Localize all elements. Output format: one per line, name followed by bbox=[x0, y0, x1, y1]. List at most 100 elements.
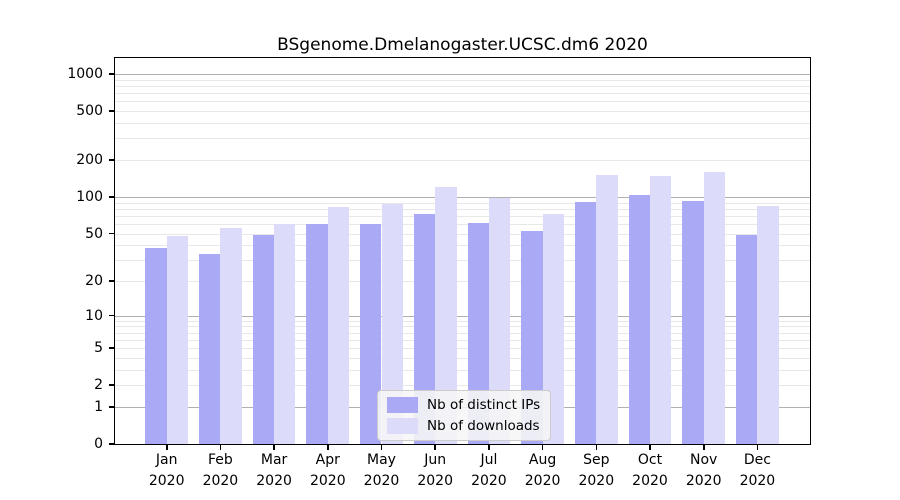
bar-distinct-ips-may bbox=[360, 223, 382, 444]
bar-downloads-aug bbox=[542, 214, 564, 444]
gridline-minor bbox=[115, 86, 810, 87]
y-axis-tick bbox=[109, 73, 115, 75]
x-axis-tick-label: Jan 2020 bbox=[135, 450, 199, 492]
month-label: Mar bbox=[260, 452, 288, 468]
bar-distinct-ips-jul bbox=[467, 223, 489, 444]
y-axis-tick-label: 500 bbox=[76, 103, 103, 120]
y-axis-tick bbox=[109, 443, 115, 445]
bar-distinct-ips-dec bbox=[736, 234, 758, 444]
year-label: 2020 bbox=[739, 473, 776, 489]
bar-downloads-jan bbox=[166, 235, 189, 444]
month-label: Feb bbox=[207, 452, 233, 468]
bar-distinct-ips-oct bbox=[628, 195, 650, 444]
bar-downloads-may bbox=[381, 204, 403, 444]
gridline-minor bbox=[115, 215, 810, 217]
gridline-major bbox=[115, 196, 810, 198]
year-label: 2020 bbox=[578, 473, 615, 489]
year-label: 2020 bbox=[417, 473, 453, 489]
y-axis-tick-label: 1000 bbox=[67, 66, 103, 82]
x-axis-tick-label: Dec 2020 bbox=[725, 450, 789, 492]
year-label: 2020 bbox=[471, 473, 507, 489]
x-axis-tick-label: May 2020 bbox=[350, 450, 414, 492]
y-axis-tick bbox=[109, 159, 115, 161]
bar-distinct-ips-feb bbox=[199, 253, 221, 444]
bar-downloads-apr bbox=[327, 207, 350, 444]
y-axis-tick-label: 2 bbox=[94, 377, 103, 394]
x-axis-tick-label: Feb 2020 bbox=[188, 450, 252, 492]
x-axis-tick-label: Jun 2020 bbox=[403, 450, 467, 492]
x-axis-tick bbox=[756, 444, 759, 450]
legend: Nb of distinct IPs Nb of downloads bbox=[377, 390, 552, 441]
y-axis-tick bbox=[109, 110, 115, 112]
month-label: May bbox=[367, 452, 396, 468]
gridline-minor bbox=[115, 332, 810, 334]
bar-downloads-jun bbox=[435, 187, 457, 444]
gridline-minor bbox=[115, 93, 810, 95]
month-label: Apr bbox=[315, 452, 340, 468]
x-axis-tick-label: Apr 2020 bbox=[296, 450, 360, 492]
legend-label-downloads: Nb of downloads bbox=[427, 418, 540, 434]
year-label: 2020 bbox=[256, 473, 292, 489]
bar-downloads-nov bbox=[703, 171, 726, 444]
gridline-minor bbox=[115, 369, 810, 371]
year-label: 2020 bbox=[363, 473, 400, 489]
gridline-minor bbox=[115, 138, 810, 140]
y-axis-tick-label: 50 bbox=[85, 225, 103, 242]
bar-distinct-ips-jan bbox=[145, 247, 167, 444]
x-axis-tick bbox=[273, 444, 275, 450]
y-axis-tick bbox=[109, 314, 115, 317]
x-axis-tick bbox=[327, 444, 329, 450]
x-axis-tick bbox=[541, 444, 544, 450]
year-label: 2020 bbox=[524, 473, 561, 489]
x-axis-tick bbox=[219, 444, 222, 450]
gridline-minor bbox=[115, 223, 810, 225]
gridline-minor bbox=[115, 357, 810, 359]
gridline-minor bbox=[115, 111, 810, 113]
x-axis-tick bbox=[380, 444, 383, 450]
bar-distinct-ips-jun bbox=[413, 213, 436, 444]
legend-swatch-distinct-ips bbox=[387, 397, 418, 413]
bar-distinct-ips-sep bbox=[574, 201, 597, 444]
month-label: Aug bbox=[528, 452, 557, 468]
legend-entry-distinct-ips: Nb of distinct IPs bbox=[387, 397, 540, 413]
gridline-minor bbox=[115, 385, 810, 387]
gridline-minor bbox=[115, 245, 810, 247]
gridline-major bbox=[115, 315, 810, 317]
month-label: Sep bbox=[583, 452, 610, 468]
gridline-major bbox=[115, 74, 810, 75]
legend-label-distinct-ips: Nb of distinct IPs bbox=[427, 397, 541, 413]
gridline-minor bbox=[115, 233, 810, 235]
gridline-minor bbox=[115, 320, 810, 322]
y-axis-tick-label: 5 bbox=[94, 340, 103, 357]
x-axis-tick-label: Nov 2020 bbox=[672, 450, 736, 492]
bar-distinct-ips-mar bbox=[252, 234, 275, 444]
gridline-minor bbox=[115, 348, 810, 350]
x-axis-tick bbox=[166, 444, 168, 450]
x-axis-tick bbox=[488, 444, 490, 450]
bar-distinct-ips-nov bbox=[682, 201, 704, 444]
x-axis-tick-label: Aug 2020 bbox=[511, 450, 575, 492]
year-label: 2020 bbox=[148, 473, 185, 489]
y-axis-tick bbox=[109, 232, 115, 235]
gridline-minor bbox=[115, 281, 810, 282]
gridline-minor bbox=[115, 160, 810, 161]
x-axis-tick bbox=[649, 444, 651, 450]
year-label: 2020 bbox=[685, 473, 722, 489]
x-axis-tick bbox=[595, 444, 598, 450]
gridline-minor bbox=[115, 79, 810, 81]
month-label: Oct bbox=[637, 452, 663, 468]
year-label: 2020 bbox=[202, 473, 239, 489]
x-axis-tick bbox=[434, 444, 436, 450]
chart-title: BSgenome.Dmelanogaster.UCSC.dm6 2020 bbox=[277, 35, 648, 55]
month-label: Jun bbox=[424, 452, 447, 468]
y-axis-tick-label: 0 bbox=[94, 436, 103, 452]
month-label: Jan bbox=[155, 452, 178, 468]
plot-area: 0 1 2 5 10 20 50 100 200 500 1000 Jan 2020 Feb 2020 Mar… bbox=[67, 57, 811, 489]
y-axis-tick bbox=[109, 196, 115, 198]
gridline-minor bbox=[115, 123, 810, 124]
y-axis-tick bbox=[109, 347, 115, 349]
gridline-minor bbox=[115, 101, 810, 103]
legend-entry-downloads: Nb of downloads bbox=[387, 418, 540, 434]
gridline-minor bbox=[115, 339, 810, 341]
